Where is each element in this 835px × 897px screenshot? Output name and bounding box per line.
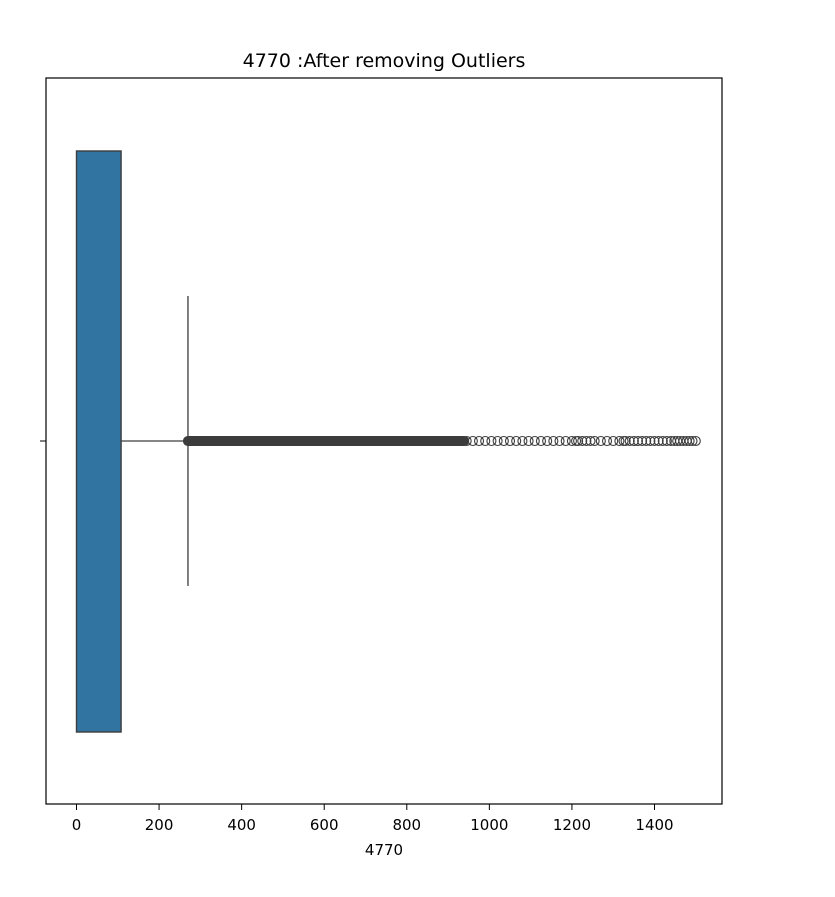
outlier-point	[492, 435, 503, 447]
outlier-point	[566, 435, 577, 447]
outlier-point	[624, 435, 635, 447]
outlier-point	[595, 435, 606, 447]
outlier-point	[684, 435, 695, 447]
outlier-point	[628, 435, 639, 447]
outlier-point	[637, 435, 648, 447]
outlier-point	[467, 435, 478, 447]
x-tick-label: 800	[392, 816, 421, 834]
x-tick-label: 0	[72, 816, 82, 834]
outlier-point	[480, 435, 491, 447]
outlier-point	[517, 435, 528, 447]
outlier-point	[653, 435, 664, 447]
outlier-point	[529, 435, 540, 447]
outlier-point	[511, 435, 522, 447]
x-tick-label: 200	[145, 816, 174, 834]
outlier-point	[504, 435, 516, 447]
outlier-point	[548, 435, 559, 447]
outlier-point	[614, 435, 625, 447]
outlier-point	[608, 435, 619, 447]
outlier-point	[601, 435, 613, 447]
outlier-point	[498, 435, 509, 447]
plot-area	[75, 150, 701, 733]
outlier-point	[641, 435, 652, 447]
outlier-point	[573, 435, 584, 447]
chart-title: 4770 :After removing Outliers	[243, 50, 526, 72]
x-tick-label: 1400	[635, 816, 673, 834]
outlier-point	[632, 435, 644, 447]
outlier-point	[535, 435, 547, 447]
x-tick-label: 1200	[553, 816, 591, 834]
x-axis-label: 4770	[365, 841, 403, 859]
outlier-point	[687, 435, 698, 447]
x-tick-label: 400	[227, 816, 256, 834]
outlier-point	[560, 435, 571, 447]
outlier-point	[486, 435, 497, 447]
outlier-point	[589, 435, 600, 447]
outlier-point	[661, 435, 672, 447]
x-axis: 0 200 400 600 800 1000 1200 1400	[72, 804, 674, 834]
outlier-point	[461, 435, 472, 447]
outlier-point	[649, 435, 660, 447]
outlier-point	[554, 435, 565, 447]
box-iqr	[75, 150, 122, 733]
outlier-point	[585, 435, 596, 447]
outlier-point	[645, 435, 656, 447]
outlier-point	[473, 435, 485, 447]
x-tick-label: 600	[310, 816, 339, 834]
outlier-point	[581, 435, 592, 447]
x-tick-label: 1000	[470, 816, 508, 834]
outlier-point	[523, 435, 534, 447]
outlier-point	[577, 435, 588, 447]
outlier-point	[690, 435, 701, 447]
outlier-point	[657, 435, 668, 447]
outlier-point	[620, 435, 631, 447]
outlier-point	[542, 435, 553, 447]
